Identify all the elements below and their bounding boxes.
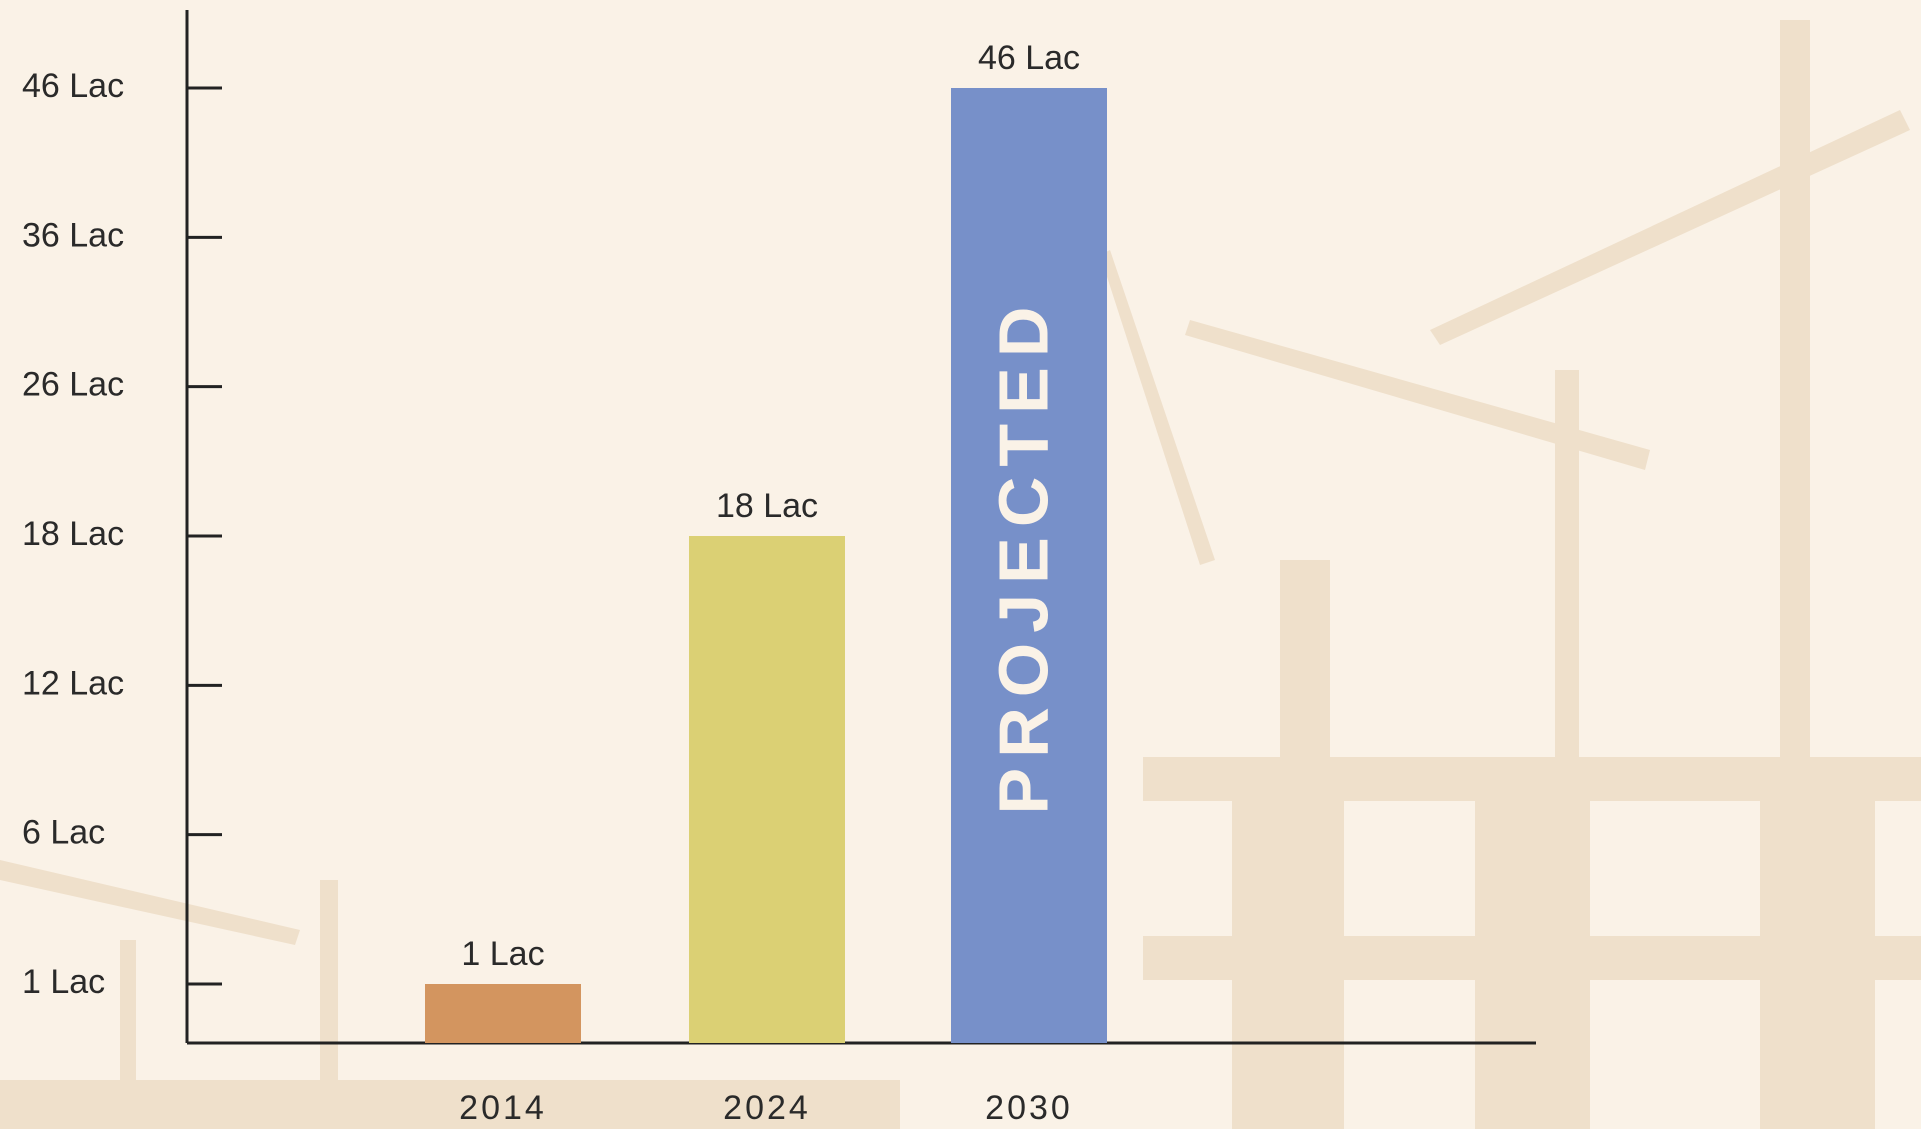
y-tick-label: 18 Lac xyxy=(22,515,124,553)
bar xyxy=(951,88,1107,1043)
x-tick-label: 2030 xyxy=(985,1089,1073,1127)
y-tick-label: 26 Lac xyxy=(22,366,124,404)
bar xyxy=(425,984,581,1043)
value-label: 18 Lac xyxy=(716,487,818,525)
annotation: PROJECTED xyxy=(984,297,1062,815)
y-tick-label: 36 Lac xyxy=(22,216,124,254)
y-tick-label: 6 Lac xyxy=(22,814,105,852)
value-label: 1 Lac xyxy=(461,935,544,973)
y-tick-label: 12 Lac xyxy=(22,664,124,702)
bar xyxy=(689,536,845,1043)
y-tick-label: 1 Lac xyxy=(22,963,105,1001)
y-tick-label: 46 Lac xyxy=(22,67,124,105)
x-tick-label: 2024 xyxy=(723,1089,811,1127)
construction-silhouette xyxy=(0,20,1921,1129)
x-tick-label: 2014 xyxy=(459,1089,547,1127)
value-label: 46 Lac xyxy=(978,39,1080,77)
